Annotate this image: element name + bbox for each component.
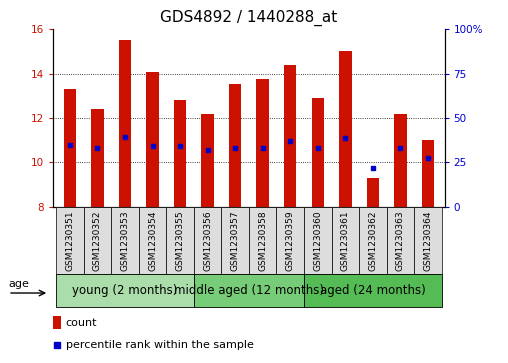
Text: GSM1230362: GSM1230362: [368, 210, 377, 271]
Text: middle aged (12 months): middle aged (12 months): [174, 284, 324, 297]
Bar: [201, 114, 214, 207]
Bar: [146, 72, 158, 207]
Bar: [194, 207, 221, 274]
Bar: [139, 207, 166, 274]
Text: GSM1230355: GSM1230355: [176, 210, 184, 271]
Text: GSM1230352: GSM1230352: [93, 210, 102, 271]
Bar: [332, 207, 359, 274]
Text: GSM1230358: GSM1230358: [258, 210, 267, 271]
Bar: [56, 274, 194, 307]
Bar: [304, 207, 332, 274]
Text: count: count: [66, 318, 97, 327]
Text: GSM1230364: GSM1230364: [424, 210, 432, 271]
Text: young (2 months): young (2 months): [72, 284, 178, 297]
Bar: [119, 40, 131, 207]
Bar: [339, 51, 352, 207]
Bar: [387, 207, 414, 274]
Bar: [276, 207, 304, 274]
Bar: [194, 274, 304, 307]
Bar: [284, 65, 297, 207]
Bar: [257, 79, 269, 207]
Text: aged (24 months): aged (24 months): [320, 284, 426, 297]
Bar: [174, 100, 186, 207]
Text: GSM1230360: GSM1230360: [313, 210, 322, 271]
Bar: [84, 207, 111, 274]
Bar: [359, 207, 387, 274]
Text: GSM1230353: GSM1230353: [120, 210, 130, 271]
Bar: [53, 316, 61, 329]
Bar: [91, 109, 104, 207]
Bar: [249, 207, 276, 274]
Text: percentile rank within the sample: percentile rank within the sample: [66, 340, 253, 350]
Bar: [166, 207, 194, 274]
Text: GSM1230351: GSM1230351: [66, 210, 74, 271]
Bar: [304, 274, 442, 307]
Title: GDS4892 / 1440288_at: GDS4892 / 1440288_at: [161, 10, 337, 26]
Text: GSM1230356: GSM1230356: [203, 210, 212, 271]
Bar: [64, 89, 76, 207]
Text: GSM1230359: GSM1230359: [285, 210, 295, 271]
Bar: [367, 178, 379, 207]
Bar: [56, 207, 84, 274]
Text: GSM1230363: GSM1230363: [396, 210, 405, 271]
Bar: [394, 114, 406, 207]
Bar: [422, 140, 434, 207]
Text: GSM1230361: GSM1230361: [341, 210, 350, 271]
Text: GSM1230357: GSM1230357: [231, 210, 240, 271]
Text: GSM1230354: GSM1230354: [148, 210, 157, 271]
Bar: [111, 207, 139, 274]
Bar: [311, 98, 324, 207]
Bar: [229, 83, 241, 207]
Text: age: age: [8, 279, 29, 289]
Bar: [221, 207, 249, 274]
Bar: [414, 207, 442, 274]
